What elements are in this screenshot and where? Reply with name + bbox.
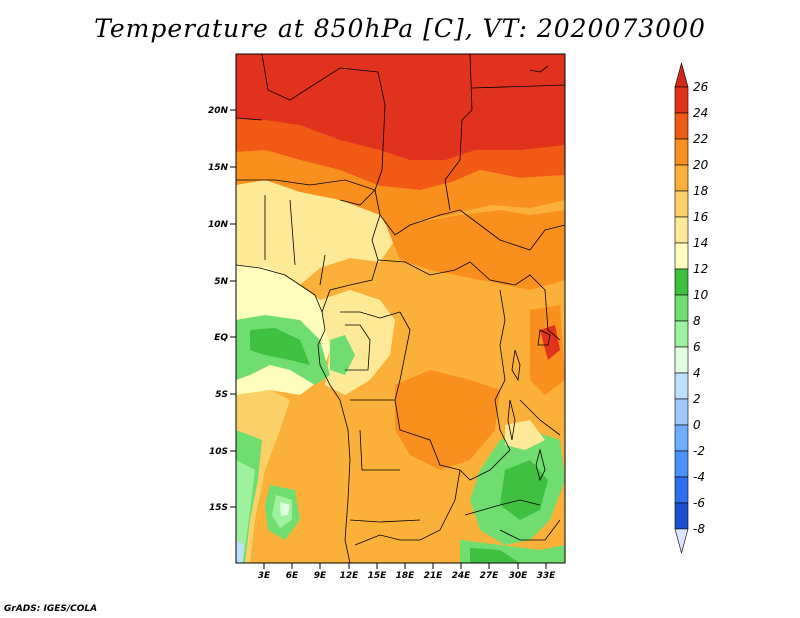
lon-tick-9e: 9E [314, 563, 327, 581]
colorbar-swatch [674, 398, 689, 426]
lon-tick-33e: 33E [537, 563, 557, 581]
colorbar-swatch [674, 450, 689, 478]
lat-tick-eq: EQ [214, 333, 236, 343]
lon-tick-15e: 15E [368, 563, 388, 581]
colorbar-swatch [674, 190, 689, 218]
country-borders [236, 54, 565, 563]
colorbar-label: 6 [693, 340, 701, 354]
map-frame [235, 53, 566, 564]
colorbar-swatch [674, 320, 689, 348]
colorbar-label: 16 [693, 210, 709, 224]
colorbar-label: 8 [693, 314, 701, 328]
svg-text:6E: 6E [286, 571, 299, 581]
colorbar-swatch [674, 476, 689, 504]
colorbar-over-triangle [674, 61, 689, 88]
colorbar-label: 10 [693, 288, 709, 302]
svg-text:12E: 12E [340, 571, 360, 581]
colorbar-swatch [674, 242, 689, 270]
colorbar-swatch [674, 294, 689, 322]
colorbar-swatch [674, 502, 689, 530]
svg-text:18E: 18E [396, 571, 416, 581]
lat-tick-15n: 15N [208, 163, 236, 173]
colorbar-swatch [674, 112, 689, 140]
svg-text:15S: 15S [209, 503, 228, 513]
colorbar-label: 2 [693, 392, 701, 406]
svg-text:9E: 9E [314, 571, 327, 581]
colorbar-swatch [674, 138, 689, 166]
colorbar-label: 24 [693, 106, 708, 120]
svg-text:20N: 20N [208, 106, 229, 116]
lon-tick-21e: 21E [424, 563, 444, 581]
colorbar-label: 14 [693, 236, 708, 250]
colorbar-under-triangle [674, 528, 689, 555]
colorbar-label: 0 [693, 418, 701, 432]
footer-credit: GrADS: IGES/COLA [4, 604, 98, 614]
colorbar-label: -8 [693, 522, 705, 536]
colorbar-label: 22 [693, 132, 708, 146]
svg-text:15N: 15N [208, 163, 229, 173]
svg-text:30E: 30E [509, 571, 529, 581]
colorbar-label: -2 [693, 444, 705, 458]
longitude-axis: 3E 6E 9E 12E 15E 18E 21E 24E 27E 30E 33E [258, 563, 556, 581]
svg-text:10S: 10S [209, 447, 228, 457]
svg-text:5N: 5N [214, 277, 228, 287]
colorbar-label: 26 [693, 80, 709, 94]
lat-tick-15s: 15S [209, 503, 236, 513]
colorbar-label: -6 [693, 496, 705, 510]
lat-tick-10n: 10N [208, 220, 236, 230]
colorbar-label: 4 [693, 366, 701, 380]
svg-text:21E: 21E [424, 571, 444, 581]
lon-tick-18e: 18E [396, 563, 416, 581]
svg-text:24E: 24E [452, 571, 472, 581]
lat-tick-10s: 10S [209, 447, 236, 457]
colorbar-label: 20 [693, 158, 709, 172]
colorbar-swatch [674, 268, 689, 296]
svg-text:27E: 27E [480, 571, 500, 581]
lat-tick-20n: 20N [208, 106, 236, 116]
lon-tick-6e: 6E [286, 563, 299, 581]
svg-text:5S: 5S [215, 390, 228, 400]
colorbar-swatch [674, 424, 689, 452]
colorbar-label: 12 [693, 262, 708, 276]
colorbar-swatch [674, 346, 689, 374]
svg-text:15E: 15E [368, 571, 388, 581]
lat-tick-5n: 5N [214, 277, 236, 287]
lon-tick-30e: 30E [509, 563, 529, 581]
lon-tick-12e: 12E [340, 563, 360, 581]
svg-text:33E: 33E [537, 571, 557, 581]
map-title: Temperature at 850hPa [C], VT: 202007300… [94, 14, 706, 43]
lon-tick-24e: 24E [452, 563, 472, 581]
colorbar-swatch [674, 86, 689, 114]
colorbar-swatch [674, 164, 689, 192]
lon-tick-3e: 3E [258, 563, 271, 581]
svg-text:EQ: EQ [214, 333, 228, 343]
temperature-field [236, 54, 565, 563]
lon-tick-27e: 27E [480, 563, 500, 581]
colorbar-swatch [674, 372, 689, 400]
lat-tick-5s: 5S [215, 390, 236, 400]
colorbar-label: 18 [693, 184, 709, 198]
svg-text:10N: 10N [208, 220, 229, 230]
latitude-axis: 20N 15N 10N 5N EQ 5S 10S 15S [208, 106, 236, 513]
colorbar-label: -4 [693, 470, 705, 484]
svg-text:3E: 3E [258, 571, 271, 581]
colorbar-swatch [674, 216, 689, 244]
